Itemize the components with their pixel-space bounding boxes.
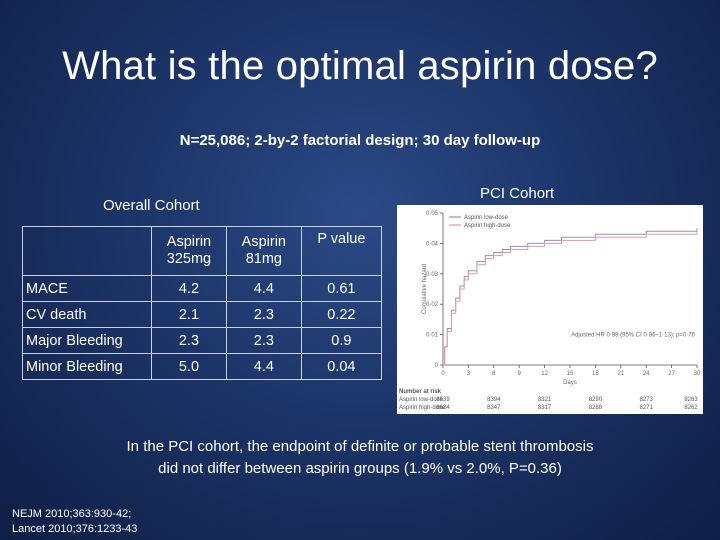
at-risk-value: 8263 [684, 397, 698, 403]
overall-cohort-label: Overall Cohort [103, 197, 200, 214]
cell-aspirin-325: 4.2 [151, 275, 227, 302]
at-risk-value: 8624 [436, 405, 450, 411]
table-header-p-value: P value [300, 226, 383, 276]
cell-aspirin-325: 2.3 [151, 327, 227, 354]
references: NEJM 2010;363:930-42; Lancet 2010;376:12… [12, 507, 137, 537]
at-risk-value: 8347 [487, 405, 501, 411]
at-risk-value: 8317 [538, 405, 552, 411]
at-risk-value: 8639 [436, 397, 450, 403]
row-label: MACE [22, 275, 152, 302]
at-risk-row-label: Aspirin high-dose [399, 405, 446, 411]
series-line-high-dose [443, 231, 698, 366]
cell-aspirin-81: 4.4 [225, 275, 302, 302]
table-row: CV death 2.1 2.3 0.22 [22, 301, 383, 328]
row-label: Major Bleeding [22, 327, 152, 354]
table-row: MACE 4.2 4.4 0.61 [22, 275, 383, 302]
x-tick-label: 21 [617, 371, 624, 377]
slide-subtitle: N=25,086; 2-by-2 factorial design; 30 da… [179, 132, 541, 149]
x-tick-label: 9 [518, 371, 522, 377]
header-aspirin-81-line1: Aspirin [241, 234, 286, 250]
y-tick-label: 0·03 [426, 272, 439, 278]
at-risk-value: 8321 [538, 397, 552, 403]
y-tick-label: 0·04 [426, 241, 439, 247]
x-tick-label: 15 [567, 371, 574, 377]
conclusion-text: In the PCI cohort, the endpoint of defin… [40, 436, 680, 480]
cell-p-value: 0.22 [300, 301, 383, 328]
at-risk-value: 8271 [640, 405, 654, 411]
pci-cohort-label: PCI Cohort [480, 185, 555, 202]
at-risk-row-label: Aspirin low-dose [399, 397, 444, 403]
cell-aspirin-325: 2.1 [151, 301, 227, 328]
km-chart: 0 0·01 0·02 0·03 0·04 0·05 0 3 6 9 12 15 18 21 24 27 30 D… [399, 211, 701, 411]
row-label: CV death [22, 301, 152, 328]
x-tick-label: 30 [694, 371, 701, 377]
legend-label: Aspirin high-dose [464, 223, 511, 229]
table-header-blank [22, 226, 152, 276]
x-tick-label: 6 [492, 371, 496, 377]
at-risk-value: 8290 [589, 397, 603, 403]
slide-title: What is the optimal aspirin dose? [62, 44, 658, 88]
cell-p-value: 0.9 [300, 327, 383, 354]
x-tick-label: 12 [541, 371, 548, 377]
table-header-aspirin-325: Aspirin 325mg [151, 226, 227, 276]
at-risk-title: Number at risk [399, 389, 442, 395]
y-axis-label: Cumulative hazard [422, 264, 428, 314]
at-risk-value: 8273 [640, 397, 654, 403]
table-row: Major Bleeding 2.3 2.3 0.9 [22, 327, 383, 354]
legend-label: Aspirin low-dose [464, 215, 509, 221]
reference-line-1: NEJM 2010;363:930-42; [12, 508, 132, 520]
cell-aspirin-81: 2.3 [225, 327, 302, 354]
cell-p-value: 0.04 [300, 353, 383, 380]
series-line-low-dose [443, 228, 698, 366]
x-axis-label: Days [563, 380, 577, 386]
conclusion-line-2: did not differ between aspirin groups (1… [158, 460, 562, 477]
x-tick-label: 24 [643, 371, 650, 377]
header-aspirin-325-line2: 325mg [166, 251, 212, 267]
cell-aspirin-81: 2.3 [225, 301, 302, 328]
at-risk-value: 8394 [487, 397, 501, 403]
at-risk-value: 8288 [589, 405, 603, 411]
conclusion-line-1: In the PCI cohort, the endpoint of defin… [126, 438, 594, 455]
at-risk-value: 8262 [684, 405, 698, 411]
x-tick-label: 0 [441, 371, 445, 377]
y-tick-label: 0 [435, 363, 439, 369]
table-header-aspirin-81: Aspirin 81mg [225, 226, 302, 276]
cell-aspirin-325: 5.0 [151, 353, 227, 380]
x-tick-label: 18 [592, 371, 599, 377]
header-aspirin-81-line2: 81mg [245, 251, 282, 267]
results-table: Aspirin 325mg Aspirin 81mg P value MACE … [22, 226, 383, 380]
x-tick-label: 27 [668, 371, 675, 377]
row-label: Minor Bleeding [22, 353, 152, 380]
y-tick-label: 0·05 [426, 211, 439, 217]
y-tick-label: 0·01 [426, 333, 439, 339]
cell-aspirin-81: 4.4 [225, 353, 302, 380]
header-aspirin-325-line1: Aspirin [166, 234, 212, 250]
km-chart-panel: 0 0·01 0·02 0·03 0·04 0·05 0 3 6 9 12 15 18 21 24 27 30 D… [397, 205, 703, 414]
hr-annotation: Adjusted HR 0·98 (95% CI 0·86–1·13); p=0… [571, 333, 696, 339]
table-row: Minor Bleeding 5.0 4.4 0.04 [22, 353, 383, 380]
table-header-row: Aspirin 325mg Aspirin 81mg P value [22, 226, 383, 276]
reference-line-2: Lancet 2010;376:1233-43 [12, 523, 138, 535]
cell-p-value: 0.61 [300, 275, 383, 302]
x-tick-label: 3 [467, 371, 471, 377]
y-tick-label: 0·02 [426, 302, 439, 308]
